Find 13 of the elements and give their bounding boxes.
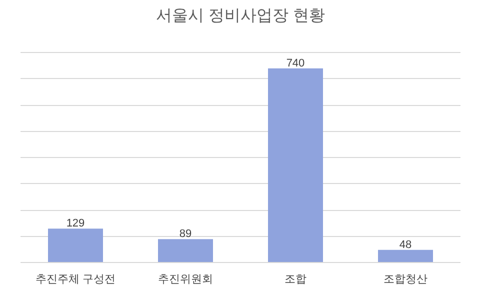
data-label: 740 <box>286 57 305 70</box>
chart-title: 서울시 정비사업장 현황 <box>156 8 325 24</box>
data-label: 129 <box>66 218 85 230</box>
data-label: 48 <box>399 238 412 251</box>
x-tick-label: 조합청산 <box>384 274 428 286</box>
x-tick-label: 추진위원회 <box>158 274 213 286</box>
bar <box>158 239 213 262</box>
x-tick-label: 조합 <box>284 274 306 286</box>
bar <box>268 68 323 262</box>
bar <box>48 228 103 262</box>
data-label: 89 <box>179 228 192 240</box>
bar <box>378 250 433 262</box>
x-tick-label: 추진주체 구성전 <box>35 274 116 286</box>
